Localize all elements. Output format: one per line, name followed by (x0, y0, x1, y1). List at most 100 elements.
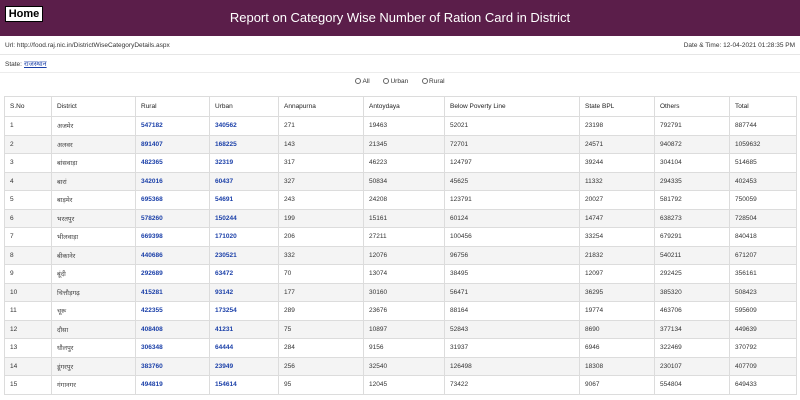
cell-urban[interactable]: 64444 (209, 338, 279, 358)
cell-others: 940872 (654, 134, 730, 154)
filter-urban-label: Urban (390, 78, 409, 85)
cell-others: 554804 (654, 375, 730, 395)
cell-bpl: 45625 (444, 171, 580, 191)
cell-district: बूंदी (51, 264, 136, 284)
page-url: Url: http://food.raj.nic.in/DistrictWise… (5, 42, 170, 49)
cell-annapurna: 332 (278, 245, 364, 265)
cell-district: अलवर (51, 134, 136, 154)
cell-state-bpl: 19774 (579, 301, 655, 321)
cell-bpl: 88164 (444, 301, 580, 321)
cell-urban[interactable]: 173254 (209, 301, 279, 321)
cell-urban[interactable]: 63472 (209, 264, 279, 284)
cell-state-bpl: 18308 (579, 356, 655, 376)
cell-annapurna: 284 (278, 338, 364, 358)
cell-urban[interactable]: 171020 (209, 227, 279, 247)
cell-annapurna: 271 (278, 116, 364, 136)
cell-antoydaya: 50834 (363, 171, 445, 191)
filter-rural-radio[interactable]: Rural (422, 78, 445, 85)
cell-total: 508423 (729, 282, 797, 302)
cell-bpl: 96756 (444, 245, 580, 265)
cell-district: गंगानगर (51, 375, 136, 395)
cell-state-bpl: 33254 (579, 227, 655, 247)
cell-rural[interactable]: 342016 (135, 171, 210, 191)
cell-total: 595609 (729, 301, 797, 321)
cell-total: 671207 (729, 245, 797, 265)
cell-total: 514685 (729, 153, 797, 173)
cell-rural[interactable]: 494819 (135, 375, 210, 395)
cell-rural[interactable]: 408408 (135, 319, 210, 339)
cell-total: 887744 (729, 116, 797, 136)
cell-annapurna: 243 (278, 190, 364, 210)
cell-state-bpl: 9067 (579, 375, 655, 395)
table-row: 10 चित्तौड़गढ़ 415281 93142 177 30160 56471 362… (4, 282, 797, 302)
radio-circle-icon (355, 78, 362, 84)
cell-others: 292425 (654, 264, 730, 284)
cell-bpl: 56471 (444, 282, 580, 302)
cell-rural[interactable]: 482365 (135, 153, 210, 173)
cell-district: भरतपुर (51, 208, 136, 228)
state-line: State: राजस्थान (0, 55, 800, 73)
cell-total: 370792 (729, 338, 797, 358)
cell-rural[interactable]: 578260 (135, 208, 210, 228)
cell-antoydaya: 12076 (363, 245, 445, 265)
cell-state-bpl: 36295 (579, 282, 655, 302)
cell-rural[interactable]: 383760 (135, 356, 210, 376)
table-row: 6 भरतपुर 578260 150244 199 15161 60124 14747 638… (4, 208, 797, 228)
cell-state-bpl: 39244 (579, 153, 655, 173)
cell-district: डूंगरपुर (51, 356, 136, 376)
cell-rural[interactable]: 547182 (135, 116, 210, 136)
cell-rural[interactable]: 292689 (135, 264, 210, 284)
cell-urban[interactable]: 60437 (209, 171, 279, 191)
cell-rural[interactable]: 440686 (135, 245, 210, 265)
state-link[interactable]: राजस्थान (24, 61, 47, 68)
cell-others: 294335 (654, 171, 730, 191)
table-row: 9 बूंदी 292689 63472 70 13074 38495 12097 292425… (4, 264, 797, 284)
cell-antoydaya: 15161 (363, 208, 445, 228)
cell-rural[interactable]: 422355 (135, 301, 210, 321)
cell-urban[interactable]: 230521 (209, 245, 279, 265)
cell-urban[interactable]: 54691 (209, 190, 279, 210)
cell-rural[interactable]: 695368 (135, 190, 210, 210)
cell-annapurna: 199 (278, 208, 364, 228)
cell-total: 356161 (729, 264, 797, 284)
cell-others: 792791 (654, 116, 730, 136)
cell-others: 230107 (654, 356, 730, 376)
cell-rural[interactable]: 415281 (135, 282, 210, 302)
cell-annapurna: 70 (278, 264, 364, 284)
cell-sno: 1 (4, 116, 52, 136)
cell-urban[interactable]: 154614 (209, 375, 279, 395)
filter-urban-radio[interactable]: Urban (383, 78, 408, 85)
cell-state-bpl: 20027 (579, 190, 655, 210)
cell-sno: 4 (4, 171, 52, 191)
cell-antoydaya: 12045 (363, 375, 445, 395)
cell-district: बाड़मेर (51, 190, 136, 210)
cell-annapurna: 75 (278, 319, 364, 339)
cell-district: चित्तौड़गढ़ (51, 282, 136, 302)
cell-total: 649433 (729, 375, 797, 395)
cell-rural[interactable]: 891407 (135, 134, 210, 154)
cell-antoydaya: 30160 (363, 282, 445, 302)
cell-bpl: 31937 (444, 338, 580, 358)
cell-urban[interactable]: 41231 (209, 319, 279, 339)
cell-annapurna: 95 (278, 375, 364, 395)
cell-urban[interactable]: 168225 (209, 134, 279, 154)
cell-bpl: 73422 (444, 375, 580, 395)
cell-urban[interactable]: 340562 (209, 116, 279, 136)
cell-total: 402453 (729, 171, 797, 191)
cell-state-bpl: 23198 (579, 116, 655, 136)
cell-urban[interactable]: 150244 (209, 208, 279, 228)
cell-urban[interactable]: 23949 (209, 356, 279, 376)
cell-others: 377134 (654, 319, 730, 339)
page-title: Report on Category Wise Number of Ration… (229, 10, 571, 25)
cell-annapurna: 317 (278, 153, 364, 173)
cell-rural[interactable]: 669398 (135, 227, 210, 247)
home-button[interactable]: Home (5, 6, 43, 22)
col-header-others: Others (654, 96, 730, 117)
cell-rural[interactable]: 306348 (135, 338, 210, 358)
cell-urban[interactable]: 93142 (209, 282, 279, 302)
filter-all-radio[interactable]: All (355, 78, 370, 85)
cell-total: 750059 (729, 190, 797, 210)
col-header-state-bpl: State BPL (579, 96, 655, 117)
cell-urban[interactable]: 32319 (209, 153, 279, 173)
table-row: 2 अलवर 891407 168225 143 21345 72701 24571 94087… (4, 134, 797, 154)
